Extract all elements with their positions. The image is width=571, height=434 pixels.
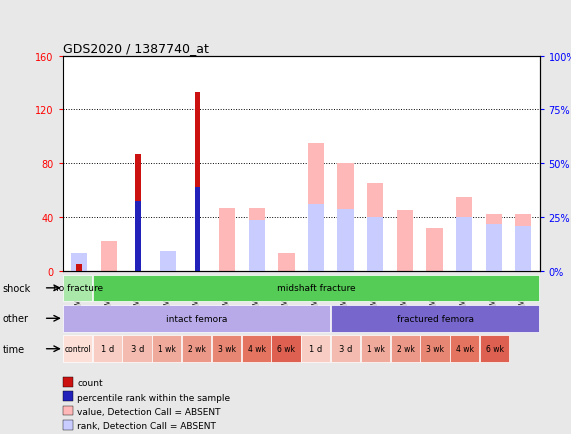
- Bar: [337, 164, 354, 271]
- Text: 3 wk: 3 wk: [427, 345, 444, 353]
- Bar: [242, 335, 271, 362]
- Bar: [135, 155, 141, 271]
- Text: count: count: [77, 378, 103, 387]
- Bar: [278, 254, 295, 271]
- Text: midshaft fracture: midshaft fracture: [277, 284, 355, 293]
- Bar: [212, 335, 241, 362]
- Text: 2 wk: 2 wk: [397, 345, 415, 353]
- Bar: [195, 188, 200, 271]
- Bar: [182, 335, 211, 362]
- Bar: [367, 184, 383, 271]
- Bar: [308, 204, 324, 271]
- Text: 1 d: 1 d: [309, 345, 323, 353]
- Text: 3 wk: 3 wk: [218, 345, 236, 353]
- Bar: [337, 210, 354, 271]
- Text: 4 wk: 4 wk: [456, 345, 474, 353]
- Bar: [456, 217, 472, 271]
- Bar: [450, 335, 480, 362]
- Text: time: time: [3, 344, 25, 354]
- Text: value, Detection Call = ABSENT: value, Detection Call = ABSENT: [77, 407, 220, 416]
- Text: shock: shock: [3, 283, 31, 293]
- Bar: [77, 265, 82, 271]
- Bar: [331, 305, 539, 332]
- Bar: [420, 335, 449, 362]
- Bar: [71, 254, 87, 271]
- Bar: [63, 305, 331, 332]
- Bar: [248, 208, 265, 271]
- Text: other: other: [3, 314, 29, 323]
- Text: percentile rank within the sample: percentile rank within the sample: [77, 393, 230, 401]
- Text: 1 wk: 1 wk: [367, 345, 385, 353]
- Text: control: control: [65, 345, 91, 353]
- Bar: [427, 228, 443, 271]
- Bar: [195, 93, 200, 271]
- Bar: [515, 215, 532, 271]
- Bar: [93, 335, 122, 362]
- Bar: [456, 197, 472, 271]
- Bar: [152, 335, 182, 362]
- Bar: [63, 275, 92, 302]
- Bar: [219, 208, 235, 271]
- Bar: [135, 201, 141, 271]
- Bar: [397, 211, 413, 271]
- Bar: [480, 335, 509, 362]
- Bar: [308, 144, 324, 271]
- Bar: [485, 215, 502, 271]
- Bar: [331, 335, 360, 362]
- Bar: [485, 224, 502, 271]
- Text: 1 wk: 1 wk: [158, 345, 176, 353]
- Bar: [100, 242, 117, 271]
- Text: 2 wk: 2 wk: [188, 345, 206, 353]
- Bar: [122, 335, 152, 362]
- Bar: [361, 335, 390, 362]
- Text: 6 wk: 6 wk: [278, 345, 295, 353]
- Text: 1 d: 1 d: [101, 345, 114, 353]
- Bar: [248, 220, 265, 271]
- Text: rank, Detection Call = ABSENT: rank, Detection Call = ABSENT: [77, 421, 216, 430]
- Text: 3 d: 3 d: [339, 345, 352, 353]
- Text: 4 wk: 4 wk: [247, 345, 266, 353]
- Bar: [515, 227, 532, 271]
- Bar: [367, 217, 383, 271]
- Bar: [71, 260, 87, 271]
- Text: fractured femora: fractured femora: [397, 314, 474, 323]
- Text: 3 d: 3 d: [131, 345, 144, 353]
- Text: no fracture: no fracture: [53, 284, 103, 293]
- Bar: [271, 335, 300, 362]
- Text: 6 wk: 6 wk: [486, 345, 504, 353]
- Text: intact femora: intact femora: [166, 314, 228, 323]
- Bar: [391, 335, 420, 362]
- Bar: [63, 335, 92, 362]
- Bar: [160, 251, 176, 271]
- Text: GDS2020 / 1387740_at: GDS2020 / 1387740_at: [63, 42, 208, 55]
- Bar: [301, 335, 331, 362]
